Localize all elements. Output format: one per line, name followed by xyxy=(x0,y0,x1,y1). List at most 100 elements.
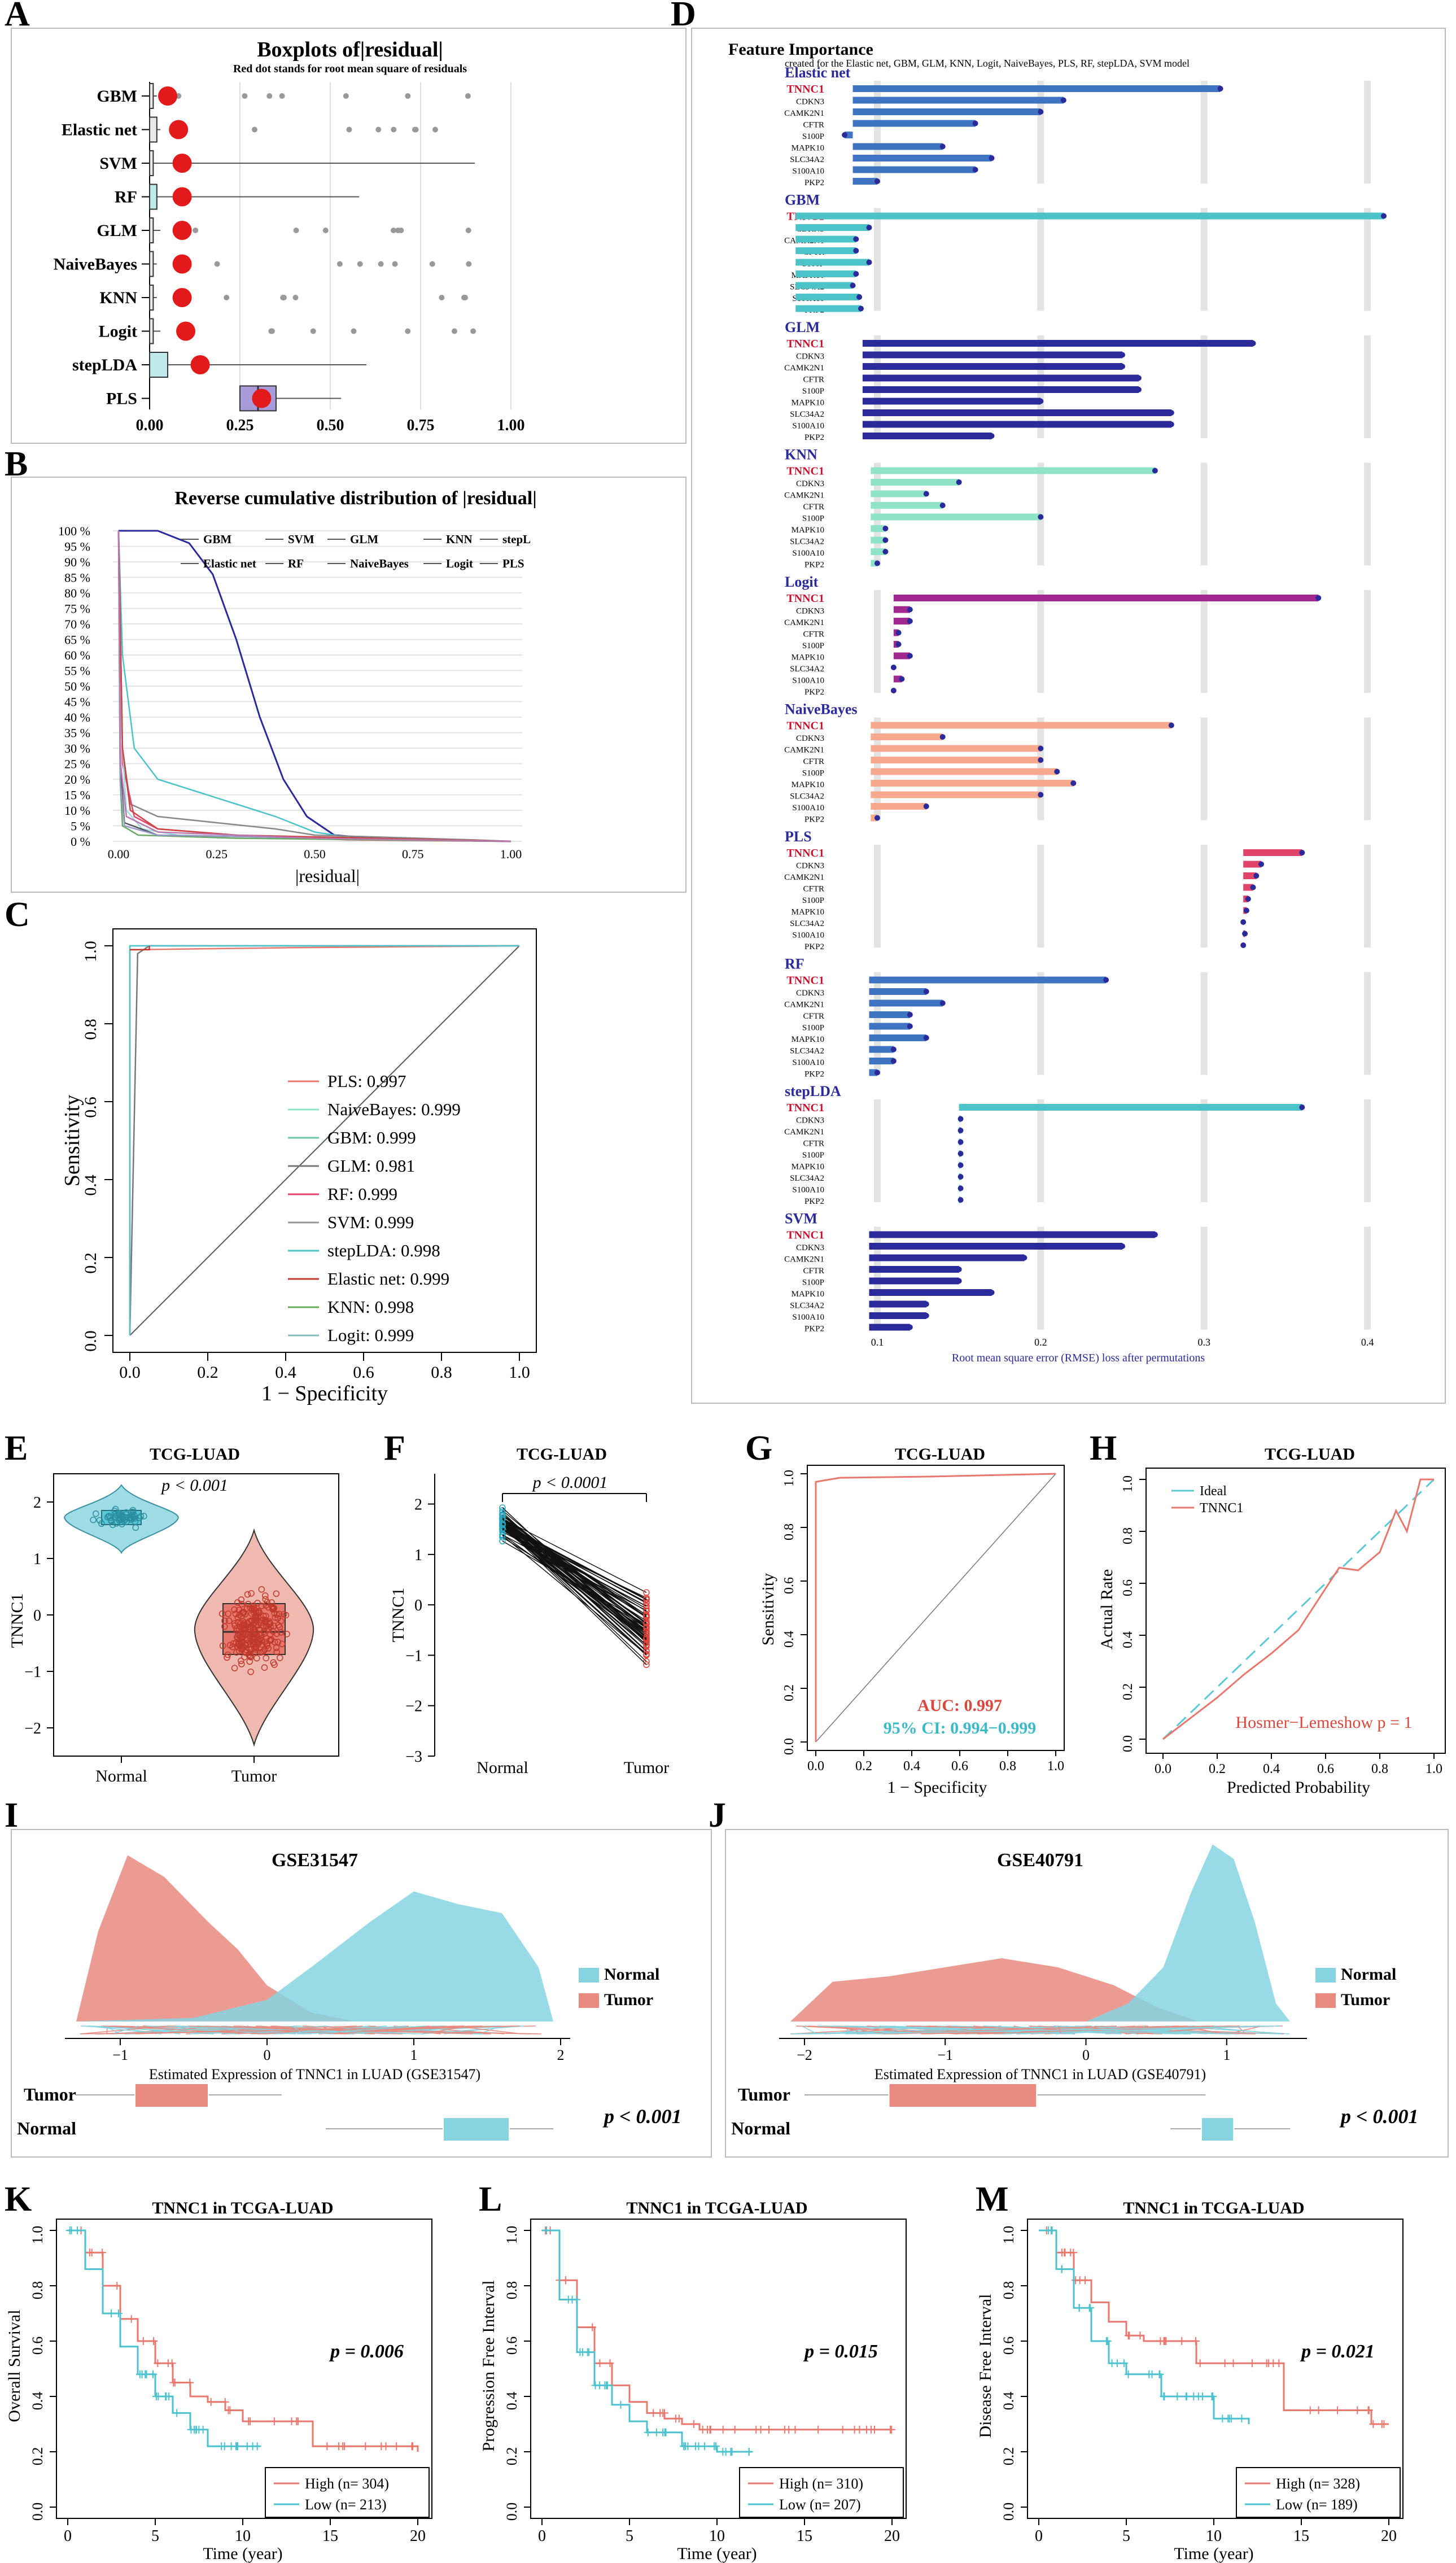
box-tumor xyxy=(134,2083,209,2108)
rmse-dot xyxy=(176,321,195,341)
panel-A: Boxplots of|residual|Red dot stands for … xyxy=(11,28,687,444)
x-tick-label: 1.00 xyxy=(497,417,525,434)
data-point xyxy=(263,1654,270,1662)
data-point xyxy=(219,1642,226,1649)
importance-bar xyxy=(871,513,1041,521)
bar-end xyxy=(907,606,913,613)
y-tick-label: 1 xyxy=(33,1551,41,1568)
y-tick-label: 0.0 xyxy=(29,2503,46,2521)
importance-bar xyxy=(795,282,853,289)
y-tick-label: 0.6 xyxy=(782,1577,797,1594)
outlier-dot xyxy=(292,295,299,300)
data-point xyxy=(96,1517,103,1524)
model-label: stepLDA xyxy=(785,1083,841,1099)
bar-end xyxy=(957,1197,964,1203)
x-tick-label: 0.6 xyxy=(353,1363,374,1382)
rug-tick xyxy=(824,2025,890,2034)
panel-L: TNNC1 in TCGA-LUAD 0 5 10 15 20 0.0 0.2 0.4 0.6 0.… xyxy=(479,2199,907,2563)
panel-letter: K xyxy=(5,2180,32,2219)
bar-end xyxy=(1120,1243,1126,1249)
outlier-dot xyxy=(466,261,472,267)
feature-label: MAPK10 xyxy=(792,526,824,535)
x-tick-label: 5 xyxy=(151,2527,159,2545)
x-tick-label: −2 xyxy=(797,2047,812,2063)
importance-bar xyxy=(893,606,910,613)
y-tick-label: −1 xyxy=(405,1647,422,1665)
data-point xyxy=(263,1613,269,1619)
data-point xyxy=(128,1515,135,1522)
x-tick-label: Tumor xyxy=(624,1758,670,1777)
bar-end xyxy=(907,1012,913,1018)
feature-label: CFTR xyxy=(803,503,824,512)
feature-label: SLC34A2 xyxy=(790,155,824,164)
outlier-dot xyxy=(224,295,230,300)
outlier-dot xyxy=(242,93,248,99)
y-tick-label: 0.4 xyxy=(81,1174,100,1196)
grid-band xyxy=(1200,335,1208,438)
x-tick-label: 10 xyxy=(1206,2527,1222,2545)
paired-line xyxy=(502,1525,647,1665)
x-tick-label: 0.0 xyxy=(119,1363,141,1382)
data-point xyxy=(643,1643,650,1651)
feature-label: CDKN3 xyxy=(796,862,824,871)
rug-tick xyxy=(98,2025,520,2034)
feature-label: CAMK2N1 xyxy=(784,109,824,118)
grid-band xyxy=(1200,717,1208,820)
panel-letter: C xyxy=(5,896,30,934)
legend-label: Normal xyxy=(1341,1965,1396,1984)
data-point xyxy=(238,1601,245,1608)
data-point xyxy=(270,1659,277,1666)
panel-G: TCG-LUAD 0.0 0.2 0.4 0.6 0.8 1.0 0.0 0.2 0.4 0.6 0.… xyxy=(759,1445,1065,1797)
legend-label: GBM: 0.999 xyxy=(327,1128,416,1147)
box xyxy=(149,116,158,143)
roc-curve-others xyxy=(129,945,519,1335)
data-point xyxy=(268,1599,275,1606)
feature-label: S100A10 xyxy=(792,676,824,685)
data-point xyxy=(231,1665,238,1671)
plot-frame xyxy=(1027,2219,1403,2519)
box-label: Tumor xyxy=(24,2084,76,2104)
rug-tick xyxy=(862,2025,929,2034)
x-tick-label: 20 xyxy=(884,2527,900,2545)
box xyxy=(149,150,154,176)
feature-label: CFTR xyxy=(803,885,824,894)
importance-bar xyxy=(869,1023,910,1030)
y-axis-label: Progression Free Interval xyxy=(479,2280,498,2451)
data-point xyxy=(247,1625,254,1632)
legend-label: RF: 0.999 xyxy=(327,1184,397,1204)
importance-bar xyxy=(862,374,1139,382)
model-label: GBM xyxy=(785,192,820,208)
panel-letter-D: D xyxy=(671,0,696,33)
bar-end xyxy=(1299,1104,1305,1110)
legend-swatch xyxy=(579,1993,599,2008)
feature-label: PKP2 xyxy=(804,561,824,570)
importance-bar xyxy=(869,1266,959,1273)
y-tick-label: 0 % xyxy=(71,835,90,849)
x-tick-label: 0.8 xyxy=(999,1759,1016,1774)
panel-letter-I: I xyxy=(5,1796,18,1835)
legend-swatch xyxy=(579,1968,599,1983)
legend-label: GBM xyxy=(203,532,231,546)
bar-end xyxy=(939,503,946,508)
box xyxy=(149,184,158,210)
bar-end xyxy=(989,1290,995,1295)
importance-bar xyxy=(869,1034,926,1041)
bar-end xyxy=(1168,722,1174,728)
bar-end xyxy=(1168,421,1174,427)
outlier-dot xyxy=(251,126,257,133)
data-point xyxy=(109,1521,116,1529)
x-tick-label: 0.3 xyxy=(1197,1337,1210,1348)
feature-label: S100A10 xyxy=(792,422,824,431)
feature-label: PKP2 xyxy=(804,178,824,187)
outlier-dot xyxy=(461,295,467,300)
km-curve-Low xyxy=(1039,2229,1250,2424)
feature-label: CDKN3 xyxy=(796,352,824,361)
data-point xyxy=(274,1639,282,1645)
feature-label: S100A10 xyxy=(792,1058,824,1067)
importance-bar xyxy=(869,1324,910,1331)
x-tick-label: 1 xyxy=(410,2047,418,2063)
feature-label: CAMK2N1 xyxy=(784,1001,824,1010)
data-point xyxy=(235,1640,242,1647)
x-axis-label: 1 − Specificity xyxy=(887,1778,987,1797)
y-tick-label: 45 % xyxy=(64,695,90,709)
